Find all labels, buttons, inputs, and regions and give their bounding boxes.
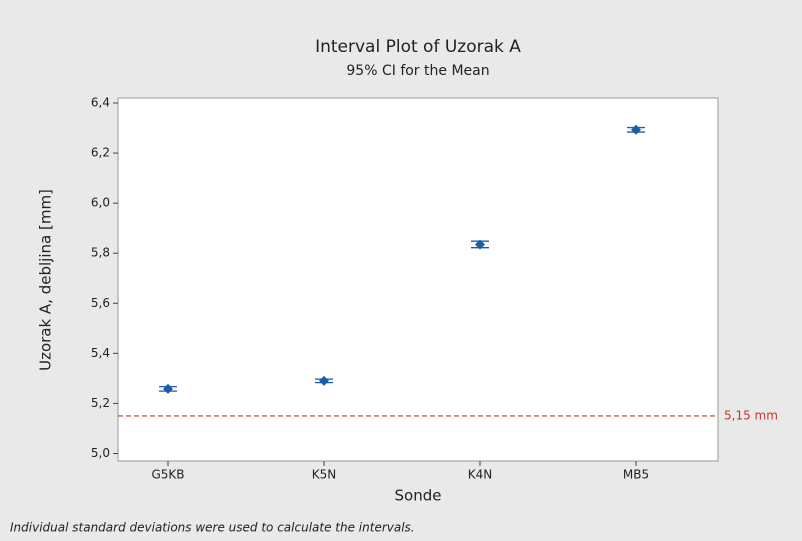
chart-title: Interval Plot of Uzorak A: [315, 37, 521, 57]
chart-subtitle: 95% CI for the Mean: [346, 63, 489, 79]
y-tick-label: 5,4: [91, 346, 110, 360]
y-tick-label: 5,0: [91, 446, 110, 460]
y-tick-label: 5,2: [91, 396, 110, 410]
footnote: Individual standard deviations were used…: [10, 521, 415, 535]
reference-label: 5,15 mm: [724, 408, 778, 422]
y-tick-label: 6,2: [91, 146, 110, 160]
y-tick-label: 6,4: [91, 96, 110, 110]
plot-area: [117, 97, 719, 462]
mean-point: [163, 383, 173, 394]
y-tick-label: 6,0: [91, 196, 110, 210]
x-tick-label: K4N: [468, 468, 492, 482]
y-tick-label: 5,8: [91, 246, 110, 260]
mean-point: [475, 239, 485, 250]
mean-point: [631, 124, 641, 135]
y-tick-label: 5,6: [91, 296, 110, 310]
x-tick-label: G5KB: [151, 468, 184, 482]
x-tick-label: K5N: [312, 468, 336, 482]
x-tick-label: MB5: [623, 468, 649, 482]
x-axis-label: Sonde: [395, 487, 442, 505]
y-axis-label: Uzorak A, debljina [mm]: [37, 189, 55, 371]
mean-point: [319, 375, 329, 386]
